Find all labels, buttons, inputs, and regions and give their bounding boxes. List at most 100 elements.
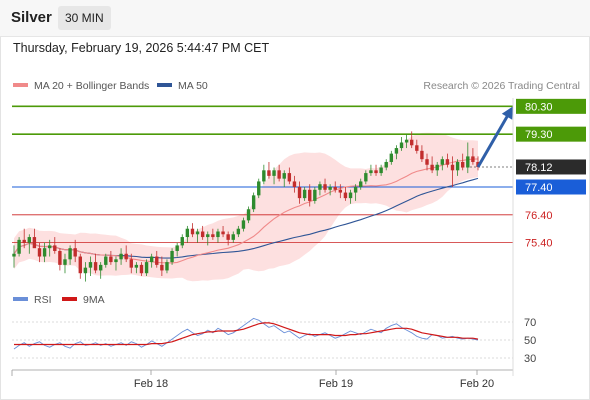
legend-9ma: 9MA bbox=[62, 294, 105, 306]
candle-body bbox=[292, 181, 297, 187]
rsi-tick-label: 50 bbox=[524, 335, 536, 347]
candle-body bbox=[200, 231, 205, 238]
candle-body bbox=[374, 170, 378, 174]
legend-ma20: MA 20 + Bollinger Bands bbox=[13, 80, 149, 92]
candle-body bbox=[379, 167, 383, 174]
ma9-swatch bbox=[62, 297, 77, 302]
candle-body bbox=[53, 245, 57, 251]
candle-body bbox=[251, 195, 256, 210]
candle-body bbox=[109, 256, 113, 263]
candle-body bbox=[119, 253, 123, 260]
candle-body bbox=[425, 159, 429, 165]
candle-body bbox=[471, 156, 475, 162]
candle-body bbox=[318, 184, 322, 190]
candle-body bbox=[124, 253, 128, 260]
candle-body bbox=[73, 248, 77, 257]
candle-body bbox=[384, 161, 388, 168]
candle-body bbox=[313, 189, 317, 201]
candle-body bbox=[22, 239, 26, 243]
candle-body bbox=[323, 184, 327, 190]
candle-body bbox=[394, 148, 399, 154]
x-tick-label: Feb 19 bbox=[319, 378, 353, 390]
candle-body bbox=[160, 264, 164, 271]
candle-body bbox=[185, 228, 190, 238]
x-tick-label: Feb 18 bbox=[134, 378, 168, 390]
candle-body bbox=[430, 164, 434, 171]
candle-body bbox=[211, 234, 215, 238]
candle-body bbox=[277, 170, 281, 179]
level-tag-1 bbox=[516, 126, 586, 142]
candle-body bbox=[190, 228, 195, 235]
ma20-swatch bbox=[13, 83, 28, 88]
candle-body bbox=[359, 181, 363, 187]
candle-body bbox=[267, 170, 271, 176]
x-tick-label: Feb 20 bbox=[460, 378, 494, 390]
candle-body bbox=[170, 250, 174, 263]
candle-body bbox=[195, 231, 200, 235]
legend-ma50: MA 50 bbox=[157, 80, 208, 92]
level-tag-3 bbox=[516, 179, 586, 195]
candle-body bbox=[410, 139, 414, 146]
bollinger-band bbox=[14, 132, 478, 282]
candle-body bbox=[415, 145, 419, 151]
forecast-arrow bbox=[476, 113, 510, 168]
candle-body bbox=[461, 161, 465, 168]
candle-body bbox=[369, 170, 373, 174]
candle-body bbox=[241, 220, 246, 229]
candle-body bbox=[272, 170, 276, 176]
level-label-0: 80.30 bbox=[525, 101, 553, 113]
legend-rsi: RSI bbox=[13, 294, 52, 306]
candle-body bbox=[257, 181, 261, 196]
rsi-tick-label: 30 bbox=[524, 353, 536, 365]
candle-body bbox=[155, 256, 159, 265]
symbol-title: Silver bbox=[11, 9, 52, 26]
candle-body bbox=[134, 264, 139, 268]
credit-label: Research © 2026 Trading Central bbox=[423, 80, 580, 92]
candle-body bbox=[282, 173, 286, 179]
candle-body bbox=[68, 248, 72, 260]
candle-body bbox=[287, 173, 292, 182]
toolbar: Silver 30 MIN bbox=[0, 0, 590, 37]
candle-body bbox=[343, 192, 348, 199]
candle-body bbox=[297, 187, 302, 199]
candle-body bbox=[404, 139, 409, 143]
candle-body bbox=[226, 234, 230, 240]
candle-body bbox=[63, 259, 67, 265]
candle-body bbox=[58, 250, 62, 265]
level-tag-0 bbox=[516, 98, 586, 114]
ma9-legend-label: 9MA bbox=[83, 294, 105, 306]
rsi-legend-label: RSI bbox=[34, 294, 52, 306]
level-label-5: 75.40 bbox=[525, 238, 553, 250]
candle-body bbox=[149, 256, 154, 263]
ma50-legend-label: MA 50 bbox=[178, 80, 208, 92]
candle-body bbox=[17, 239, 21, 254]
candle-body bbox=[42, 248, 47, 257]
candle-body bbox=[129, 259, 133, 268]
candle-body bbox=[246, 209, 251, 221]
level-tag-2 bbox=[516, 159, 586, 175]
candle-body bbox=[466, 156, 470, 168]
rsi-swatch bbox=[13, 297, 28, 302]
candle-body bbox=[435, 164, 439, 171]
candle-body bbox=[93, 262, 98, 271]
datetime-label: Thursday, February 19, 2026 5:44:47 PM C… bbox=[13, 41, 270, 55]
candle-body bbox=[348, 192, 353, 199]
ma50-swatch bbox=[157, 83, 172, 88]
candle-body bbox=[180, 237, 184, 246]
rsi-ma9-line bbox=[14, 322, 479, 346]
candle-body bbox=[114, 259, 118, 263]
candle-body bbox=[139, 264, 144, 274]
rsi-tick-label: 70 bbox=[524, 317, 536, 329]
candle-body bbox=[364, 173, 368, 182]
candle-body bbox=[144, 262, 149, 274]
timeframe-button[interactable]: 30 MIN bbox=[58, 6, 111, 30]
forecast-arrowhead bbox=[501, 106, 513, 120]
candle-body bbox=[47, 245, 52, 249]
candle-body bbox=[12, 253, 16, 257]
candle-body bbox=[353, 187, 358, 193]
candle-body bbox=[37, 248, 42, 257]
level-label-4: 76.40 bbox=[525, 210, 553, 222]
candle-body bbox=[231, 234, 235, 240]
candle-body bbox=[302, 189, 307, 199]
